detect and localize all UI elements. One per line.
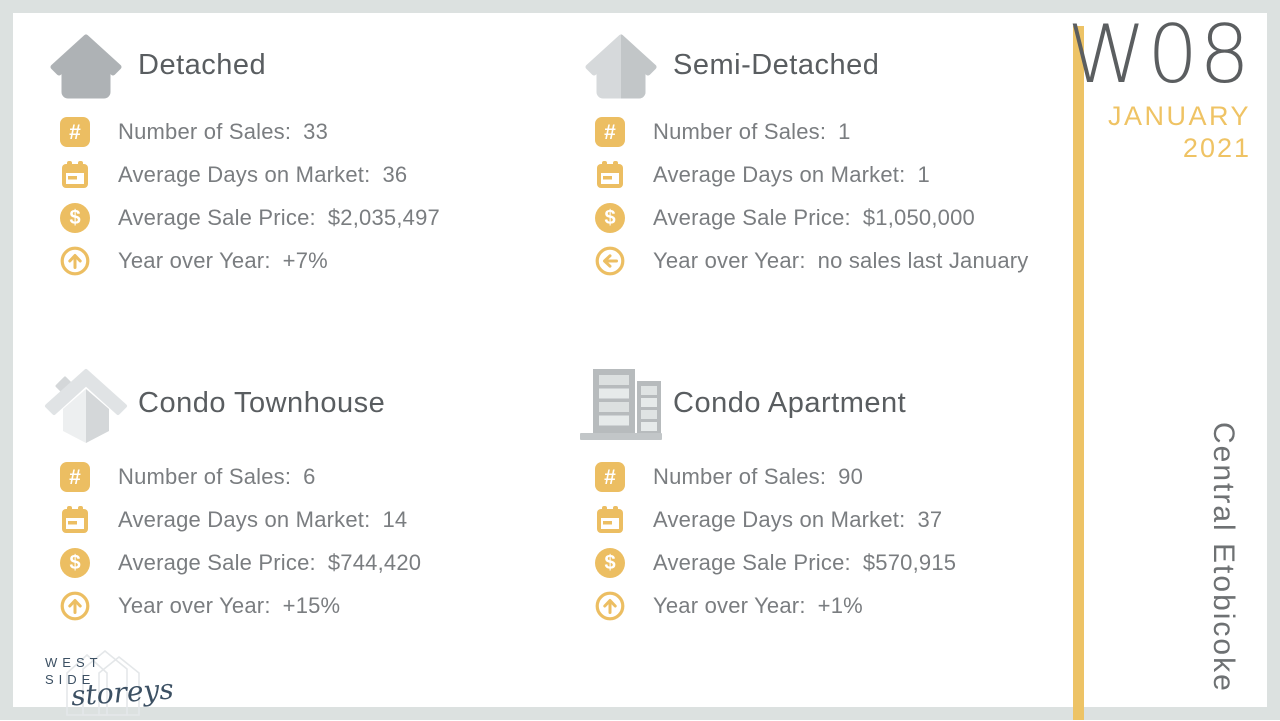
- stat-label: Average Sale Price:: [653, 205, 851, 230]
- stat-rows: # Number of Sales: 33 Average Days on Ma…: [38, 117, 440, 289]
- stat-rows: # Number of Sales: 90 Average Days on Ma…: [573, 462, 956, 634]
- dollar-icon: $: [60, 203, 90, 233]
- hash-icon: #: [595, 117, 625, 147]
- stat-value: 1: [917, 162, 930, 187]
- stat-label: Number of Sales:: [118, 119, 292, 144]
- month-label: JANUARY: [1107, 101, 1251, 131]
- section-header: Semi-Detached: [573, 21, 1078, 109]
- stat-label: Average Sale Price:: [653, 550, 851, 575]
- section-title: Semi-Detached: [673, 48, 880, 81]
- stat-row-sales: # Number of Sales: 33: [38, 117, 440, 147]
- dollar-icon: $: [595, 548, 625, 578]
- calendar-icon: [595, 160, 625, 190]
- condo-apartment-icon: [573, 364, 669, 442]
- stat-label: Year over Year:: [118, 593, 271, 618]
- stat-row-days: Average Days on Market: 1: [573, 160, 1029, 190]
- hash-icon: #: [60, 117, 90, 147]
- stat-value: 37: [917, 507, 943, 532]
- arrow-up-circle-icon: [60, 591, 90, 621]
- stat-row-yoy: Year over Year: +15%: [38, 591, 421, 621]
- section-header: Condo Townhouse: [38, 359, 543, 447]
- stat-label: Number of Sales:: [653, 119, 827, 144]
- stat-row-yoy: Year over Year: +7%: [38, 246, 440, 276]
- condo-townhouse-icon: [38, 359, 134, 447]
- section-condo-townhouse: Condo Townhouse # Number of Sales: 6: [38, 359, 543, 621]
- stat-label: Average Days on Market:: [118, 162, 371, 187]
- stat-row-price: $ Average Sale Price: $570,915: [573, 548, 956, 578]
- section-condo-apartment: Condo Apartment # Number of Sales: 90: [573, 359, 1078, 621]
- logo-text-side: SIDE: [45, 672, 96, 687]
- semi-detached-house-icon: [573, 31, 669, 99]
- stat-label: Average Days on Market:: [118, 507, 371, 532]
- week-code: W08: [1067, 8, 1251, 101]
- stat-label: Year over Year:: [118, 248, 271, 273]
- stat-row-sales: # Number of Sales: 1: [573, 117, 1029, 147]
- stat-label: Year over Year:: [653, 593, 806, 618]
- stat-row-price: $ Average Sale Price: $2,035,497: [38, 203, 440, 233]
- section-title: Condo Townhouse: [138, 386, 386, 419]
- section-semi-detached: Semi-Detached # Number of Sales: 1: [573, 21, 1078, 276]
- stat-rows: # Number of Sales: 6 Average Days on Mar…: [38, 462, 421, 634]
- year-label: 2021: [1182, 133, 1251, 163]
- stat-value: +15%: [282, 593, 341, 618]
- stat-label: Average Days on Market:: [653, 162, 906, 187]
- section-header: Detached: [38, 21, 543, 109]
- detached-house-icon: [38, 31, 134, 99]
- stat-row-days: Average Days on Market: 14: [38, 505, 421, 535]
- section-header: Condo Apartment: [573, 359, 1078, 447]
- stat-row-days: Average Days on Market: 37: [573, 505, 956, 535]
- stat-value: +7%: [282, 248, 328, 273]
- stat-label: Number of Sales:: [653, 464, 827, 489]
- logo-house-outlines-icon: [66, 649, 140, 716]
- stat-row-yoy: Year over Year: +1%: [573, 591, 956, 621]
- stat-row-days: Average Days on Market: 36: [38, 160, 440, 190]
- stat-label: Average Sale Price:: [118, 550, 316, 575]
- stat-label: Average Sale Price:: [118, 205, 316, 230]
- hash-icon: #: [60, 462, 90, 492]
- stat-value: 90: [838, 464, 864, 489]
- stat-value: $744,420: [327, 550, 422, 575]
- stat-label: Average Days on Market:: [653, 507, 906, 532]
- stat-value: 1: [838, 119, 851, 144]
- west-side-storeys-logo: WEST SIDE storeys: [39, 649, 179, 721]
- stat-row-yoy: Year over Year: no sales last January: [573, 246, 1029, 276]
- stat-row-price: $ Average Sale Price: $1,050,000: [573, 203, 1029, 233]
- stat-row-price: $ Average Sale Price: $744,420: [38, 548, 421, 578]
- hash-icon: #: [595, 462, 625, 492]
- dollar-icon: $: [595, 203, 625, 233]
- stat-value: 6: [303, 464, 316, 489]
- arrow-up-circle-icon: [60, 246, 90, 276]
- stat-value: +1%: [817, 593, 863, 618]
- calendar-icon: [60, 505, 90, 535]
- section-title: Detached: [138, 48, 267, 81]
- stat-value: $2,035,497: [327, 205, 440, 230]
- arrow-left-circle-icon: [595, 246, 625, 276]
- calendar-icon: [60, 160, 90, 190]
- stat-value: 14: [382, 507, 408, 532]
- stat-row-sales: # Number of Sales: 6: [38, 462, 421, 492]
- stat-value: $570,915: [862, 550, 957, 575]
- stat-label: Number of Sales:: [118, 464, 292, 489]
- stat-label: Year over Year:: [653, 248, 806, 273]
- section-detached: Detached # Number of Sales: 33 A: [38, 21, 543, 276]
- region-label: Central Etobicoke: [1207, 422, 1240, 693]
- stat-row-sales: # Number of Sales: 90: [573, 462, 956, 492]
- dollar-icon: $: [60, 548, 90, 578]
- section-title: Condo Apartment: [673, 386, 907, 419]
- stat-value: 36: [382, 162, 408, 187]
- calendar-icon: [595, 505, 625, 535]
- stat-rows: # Number of Sales: 1 Average Days on Mar…: [573, 117, 1029, 289]
- arrow-up-circle-icon: [595, 591, 625, 621]
- stat-value: no sales last January: [817, 248, 1029, 273]
- logo-text-west: WEST: [45, 655, 103, 670]
- stat-value: $1,050,000: [862, 205, 975, 230]
- vertical-gold-divider: [1073, 26, 1084, 720]
- stat-value: 33: [303, 119, 329, 144]
